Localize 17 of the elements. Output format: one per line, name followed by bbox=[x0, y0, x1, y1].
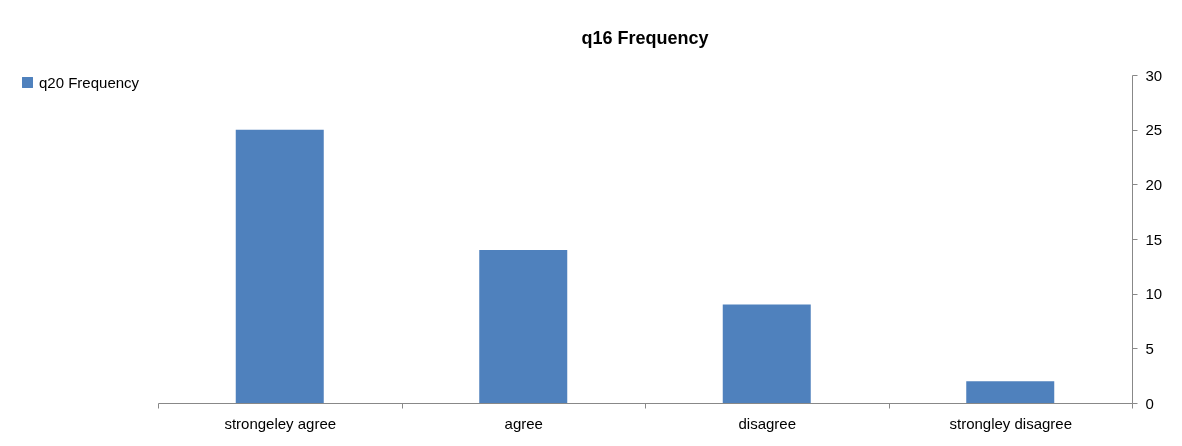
x-tick-label: disagree bbox=[738, 414, 797, 432]
y-tick-label: 15 bbox=[1145, 230, 1163, 248]
legend-label: q20 Frequency bbox=[39, 73, 140, 91]
x-tick-label: agree bbox=[504, 414, 543, 432]
bar bbox=[966, 381, 1055, 403]
chart-title: q16 Frequency bbox=[581, 28, 709, 48]
x-tick-label: strongley disagree bbox=[949, 414, 1073, 432]
y-tick-label: 0 bbox=[1145, 394, 1154, 412]
y-tick-label: 25 bbox=[1145, 121, 1163, 139]
y-tick-label: 20 bbox=[1145, 175, 1163, 193]
y-tick-label: 5 bbox=[1145, 339, 1154, 357]
bar bbox=[479, 249, 568, 403]
y-tick-label: 30 bbox=[1145, 66, 1163, 84]
bar bbox=[722, 304, 811, 403]
bar bbox=[235, 129, 324, 403]
y-tick-label: 10 bbox=[1145, 285, 1163, 303]
x-tick-label: strongeley agree bbox=[224, 414, 337, 432]
